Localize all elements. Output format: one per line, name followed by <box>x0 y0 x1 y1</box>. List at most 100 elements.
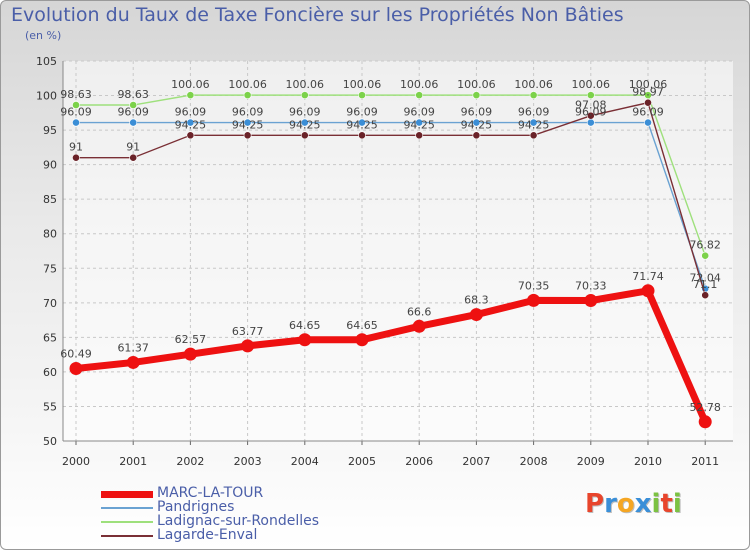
y-tick-label: 70 <box>43 297 57 310</box>
data-point <box>129 118 138 127</box>
y-tick-label: 90 <box>43 159 57 172</box>
data-label: 100.06 <box>286 78 325 91</box>
data-label: 98.97 <box>632 86 664 99</box>
data-label: 94.25 <box>232 118 264 131</box>
legend-swatch <box>101 521 153 523</box>
data-point <box>472 131 481 140</box>
x-tick-label: 2010 <box>634 455 662 468</box>
series-line-marc-la-tour <box>72 287 709 426</box>
y-tick-label: 105 <box>36 55 57 68</box>
y-tick-label: 55 <box>43 400 57 413</box>
data-label: 96.09 <box>232 106 264 119</box>
data-point <box>69 362 83 376</box>
data-label: 96.09 <box>632 106 664 119</box>
legend-swatch <box>101 507 153 509</box>
data-label: 94.25 <box>518 118 550 131</box>
data-label: 61.37 <box>117 341 149 354</box>
data-point <box>472 118 481 127</box>
unit-label: (en %) <box>25 29 62 42</box>
y-tick-label: 95 <box>43 124 57 137</box>
data-point <box>472 91 481 100</box>
data-point <box>698 415 712 429</box>
logo-letter: i <box>672 489 682 519</box>
data-point <box>415 118 424 127</box>
data-label: 96.09 <box>346 106 378 119</box>
x-tick-label: 2009 <box>577 455 605 468</box>
data-point <box>701 251 710 260</box>
data-label: 100.06 <box>228 78 267 91</box>
data-label: 76.82 <box>689 239 721 252</box>
data-label: 96.09 <box>175 106 207 119</box>
data-point <box>243 131 252 140</box>
data-point <box>415 131 424 140</box>
series-line-lagarde-enval <box>76 101 706 296</box>
data-label: 66.6 <box>407 305 432 318</box>
x-tick-label: 2002 <box>176 455 204 468</box>
data-point <box>586 118 595 127</box>
x-tick-label: 2003 <box>234 455 262 468</box>
data-label: 68.3 <box>464 294 489 307</box>
data-label: 96.09 <box>289 106 321 119</box>
data-label: 100.06 <box>400 78 439 91</box>
data-point <box>358 118 366 127</box>
data-label: 96.09 <box>60 106 92 119</box>
data-label: 100.06 <box>629 78 668 91</box>
data-point <box>701 291 710 300</box>
legend-swatch <box>101 535 153 537</box>
data-point <box>186 131 195 140</box>
proxiti-logo: Proxiti <box>585 489 682 519</box>
logo-letter: t <box>660 489 673 519</box>
x-tick-label: 2008 <box>520 455 548 468</box>
data-point <box>644 98 652 107</box>
data-point <box>355 333 369 347</box>
data-point <box>415 91 424 100</box>
y-tick-label: 50 <box>43 435 57 448</box>
y-tick-label: 75 <box>43 262 57 275</box>
legend-label: Pandrignes <box>157 499 235 515</box>
data-point <box>586 111 595 120</box>
plot-area <box>63 61 733 441</box>
data-label: 94.25 <box>175 118 207 131</box>
data-label: 96.09 <box>403 106 435 119</box>
data-label: 96.09 <box>117 106 149 119</box>
series-line-pandrignes <box>76 121 706 289</box>
legend-swatch <box>101 490 153 498</box>
data-label: 64.65 <box>346 319 378 332</box>
data-point <box>129 153 138 162</box>
y-tick-label: 100 <box>36 90 57 103</box>
data-point <box>529 118 538 127</box>
data-point <box>298 333 312 347</box>
data-label: 64.65 <box>289 319 321 332</box>
data-label: 94.25 <box>403 118 435 131</box>
data-label: 100.06 <box>514 78 553 91</box>
data-label: 71.74 <box>632 270 664 283</box>
logo-letter: P <box>585 489 605 519</box>
data-label: 96.09 <box>575 106 607 119</box>
data-point <box>186 118 195 127</box>
data-label: 63.77 <box>232 325 264 338</box>
x-tick-label: 2004 <box>291 455 319 468</box>
legend-label: Ladignac-sur-Rondelles <box>157 513 320 529</box>
data-label: 72.04 <box>689 272 721 285</box>
data-point <box>469 308 483 322</box>
data-point <box>300 118 309 127</box>
data-label: 96.09 <box>518 106 550 119</box>
y-tick-label: 85 <box>43 193 57 206</box>
data-point <box>243 91 252 100</box>
data-point <box>586 91 595 100</box>
y-tick-label: 80 <box>43 228 57 241</box>
data-point <box>358 131 366 140</box>
data-label: 70.35 <box>518 279 550 292</box>
data-label: 94.25 <box>289 118 321 131</box>
data-point <box>72 153 80 162</box>
data-point <box>529 131 538 140</box>
data-label: 100.06 <box>171 78 210 91</box>
x-tick-label: 2007 <box>462 455 490 468</box>
data-point <box>72 118 80 127</box>
data-point <box>641 284 655 298</box>
series-line-ladignac-sur-rondelles <box>76 94 706 256</box>
x-tick-label: 2006 <box>405 455 433 468</box>
x-tick-label: 2011 <box>691 455 719 468</box>
data-label: 100.06 <box>457 78 496 91</box>
